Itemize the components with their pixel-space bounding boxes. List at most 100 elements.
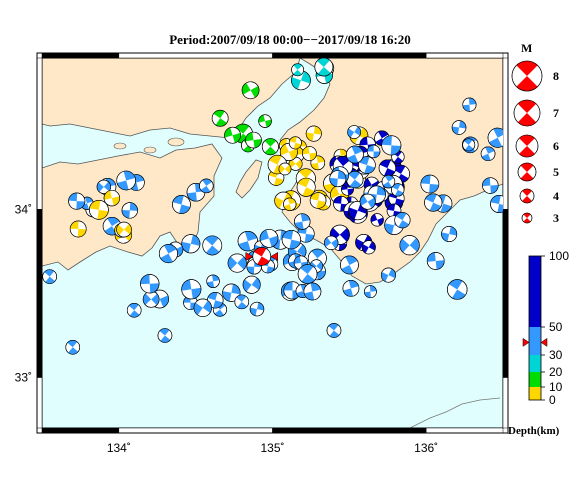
focal-mechanism bbox=[241, 81, 260, 100]
depth-scale-band bbox=[529, 387, 541, 400]
island bbox=[167, 137, 185, 147]
focal-mechanism bbox=[361, 240, 376, 255]
focal-mechanism bbox=[249, 301, 265, 317]
focal-mechanism bbox=[346, 145, 364, 164]
depth-target-marker-left bbox=[522, 337, 530, 347]
focal-mechanism bbox=[358, 156, 376, 174]
depth-scale-band bbox=[529, 256, 541, 327]
focal-mechanism bbox=[462, 138, 476, 152]
focal-mechanism bbox=[462, 97, 477, 112]
focal-mechanism bbox=[424, 193, 443, 212]
frame-segment bbox=[41, 52, 120, 59]
focal-mechanism bbox=[245, 131, 262, 149]
focal-mechanism bbox=[227, 253, 247, 273]
focal-mechanism bbox=[237, 231, 258, 252]
frame-segment bbox=[118, 52, 273, 59]
lon-tick-label: 135˚ bbox=[260, 441, 284, 455]
focal-mechanism bbox=[193, 298, 212, 317]
focal-mechanism bbox=[291, 63, 305, 77]
magnitude-legend: M 8 7 6 5 4 3 bbox=[511, 41, 559, 225]
focal-mechanism bbox=[103, 189, 121, 207]
focal-mechanism bbox=[441, 226, 458, 242]
focal-mechanism bbox=[394, 212, 411, 229]
target-event bbox=[245, 247, 278, 266]
focal-mechanism bbox=[142, 291, 160, 308]
frame-segment bbox=[118, 427, 273, 434]
magnitude-legend-ball bbox=[521, 212, 533, 224]
focal-mechanism bbox=[207, 292, 224, 309]
focal-mechanism bbox=[281, 230, 301, 250]
depth-scale-label: 10 bbox=[549, 380, 563, 394]
focal-mechanism bbox=[224, 126, 241, 144]
focal-mechanism bbox=[482, 177, 499, 194]
target-marker-right bbox=[270, 252, 278, 261]
depth-scale-band bbox=[529, 372, 541, 387]
focal-mechanism bbox=[126, 302, 142, 318]
focal-mechanism bbox=[69, 220, 87, 238]
frame-segment bbox=[502, 57, 509, 210]
focal-mechanism bbox=[261, 138, 279, 156]
focal-mechanism bbox=[68, 192, 86, 210]
frame-segment bbox=[41, 427, 120, 434]
magnitude-legend-ball bbox=[515, 134, 539, 158]
focal-mechanism bbox=[324, 235, 339, 251]
focal-mechanism bbox=[490, 194, 503, 213]
focal-mechanism bbox=[340, 255, 359, 275]
magnitude-legend-label: 4 bbox=[553, 189, 559, 203]
magnitude-legend-ball bbox=[519, 188, 535, 204]
focal-mechanism bbox=[199, 178, 214, 194]
focal-mechanism bbox=[278, 162, 292, 176]
focal-mechanism bbox=[294, 213, 311, 230]
frame-segment bbox=[272, 427, 427, 434]
focal-mechanism bbox=[303, 282, 322, 301]
focal-mechanism bbox=[288, 136, 302, 150]
focal-mechanism bbox=[341, 182, 354, 196]
focal-mechanism bbox=[211, 109, 229, 127]
map-frame bbox=[36, 52, 509, 434]
depth-scale-label: 30 bbox=[549, 348, 563, 362]
depth-scale-unit: Depth(km) bbox=[508, 425, 560, 437]
focal-mechanism bbox=[89, 200, 109, 220]
frame-segment bbox=[36, 377, 43, 429]
land-chugoku bbox=[42, 58, 301, 139]
focal-mechanism bbox=[65, 339, 81, 355]
focal-mechanism bbox=[480, 146, 496, 162]
focal-mechanism bbox=[399, 235, 420, 256]
focal-mechanism bbox=[451, 120, 467, 135]
depth-scale-label: 50 bbox=[549, 320, 563, 334]
focal-mechanism bbox=[370, 213, 384, 227]
focal-mechanism bbox=[234, 294, 250, 310]
focal-mechanism bbox=[297, 264, 318, 284]
focal-mechanism bbox=[391, 183, 405, 197]
focal-mechanism bbox=[116, 170, 136, 191]
frame-segment bbox=[502, 209, 509, 378]
depth-scale-outline bbox=[528, 255, 542, 401]
target-marker-left bbox=[245, 252, 254, 261]
depth-scale-label: 0 bbox=[549, 393, 556, 407]
focal-mechanism bbox=[420, 174, 440, 194]
focal-mechanism bbox=[157, 328, 173, 343]
frame-segment bbox=[425, 427, 504, 434]
island bbox=[113, 142, 127, 150]
focal-mechanism bbox=[447, 279, 468, 300]
focal-mechanism bbox=[172, 195, 191, 214]
magnitude-legend-label: 8 bbox=[553, 69, 559, 83]
island bbox=[143, 146, 157, 154]
focal-mechanism bbox=[42, 269, 57, 284]
focal-mechanism bbox=[96, 179, 111, 194]
depth-scale-band bbox=[529, 355, 541, 372]
depth-scale-label: 100 bbox=[549, 249, 569, 263]
magnitude-legend-label: 5 bbox=[553, 165, 559, 179]
focal-mechanism bbox=[140, 274, 160, 294]
lon-tick-labels: 134˚ 135˚ 136˚ bbox=[107, 441, 438, 455]
focal-mechanisms bbox=[42, 58, 503, 355]
frame-segment bbox=[272, 52, 427, 59]
focal-mechanism bbox=[366, 144, 381, 159]
focal-mechanism bbox=[302, 146, 317, 161]
focal-mechanism bbox=[305, 125, 322, 142]
focal-mechanism bbox=[181, 234, 201, 254]
frame-outline bbox=[36, 52, 509, 434]
land-awaji bbox=[235, 159, 263, 199]
